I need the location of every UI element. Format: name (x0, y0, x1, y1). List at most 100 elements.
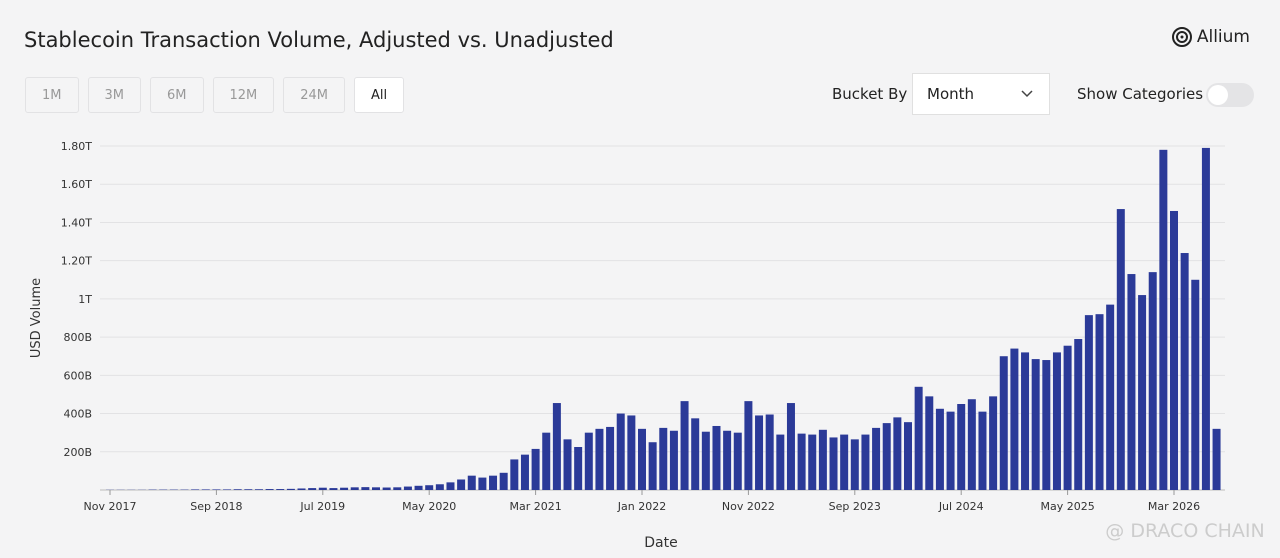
y-tick-label: 200B (63, 446, 92, 459)
bar (925, 396, 934, 490)
range-button[interactable]: 12M (212, 77, 275, 113)
bar (276, 489, 285, 490)
logo (1171, 27, 1192, 47)
toggle[interactable] (1206, 83, 1254, 107)
bar (414, 485, 423, 490)
bar (904, 422, 912, 490)
bar (850, 439, 859, 490)
x-tick-label: May 2020 (402, 500, 456, 513)
range-button[interactable]: 3M (87, 77, 141, 113)
bar (457, 479, 466, 490)
bar (510, 459, 519, 490)
y-axis-title: USD Volume (29, 278, 44, 358)
bar (350, 487, 359, 490)
y-tick-label: 1T (78, 293, 92, 306)
bar (967, 399, 976, 490)
bar (680, 401, 689, 490)
bar (723, 430, 732, 490)
title: Stablecoin Transaction Volume, Adjusted … (24, 28, 614, 52)
y-tick-label: 1.40T (61, 216, 92, 229)
bar (1148, 272, 1157, 490)
bar (1170, 210, 1178, 490)
bar (1021, 352, 1030, 490)
bar (755, 415, 764, 490)
bar (425, 485, 434, 490)
y-tick-label: 600B (63, 369, 92, 382)
bar (595, 428, 604, 490)
x-tick-label: Nov 2022 (722, 500, 775, 513)
bar (329, 488, 338, 490)
bar (1201, 147, 1210, 490)
bar (435, 484, 444, 490)
range-button[interactable]: 24M (283, 77, 346, 113)
bar (616, 413, 625, 490)
x-tick-label: Jul 2019 (299, 500, 345, 513)
x-axis-title: Date (644, 535, 677, 551)
bar (212, 489, 221, 490)
bar (382, 487, 391, 490)
bar (786, 403, 795, 490)
bar (733, 432, 742, 490)
bar (840, 434, 849, 490)
bar (1127, 274, 1136, 490)
bar (563, 439, 572, 490)
bar (1138, 295, 1147, 490)
bar (627, 415, 636, 490)
brand-name: Allium (1196, 27, 1250, 47)
bar (818, 429, 827, 490)
range-button[interactable]: 6M (150, 77, 204, 113)
bar (648, 442, 657, 490)
bar (701, 431, 710, 490)
range-buttons: 1M 3M 6M 12M 24M All (25, 77, 405, 113)
bar (552, 403, 561, 490)
bar (914, 386, 923, 490)
bar (574, 447, 583, 490)
bar (946, 411, 955, 490)
bar (1095, 314, 1104, 490)
bar (606, 426, 615, 490)
bar (542, 432, 551, 490)
bar (372, 487, 380, 490)
bar (446, 482, 455, 490)
bar (638, 428, 646, 490)
bar (233, 489, 242, 490)
bar (1106, 304, 1115, 490)
bar (201, 489, 210, 490)
chevron (1021, 90, 1033, 98)
brand: Allium (1171, 26, 1250, 48)
bar (308, 488, 317, 490)
bucket-dropdown[interactable]: Month (912, 73, 1050, 115)
bar (340, 487, 349, 490)
bar (935, 408, 944, 490)
bar (403, 486, 412, 490)
bar (1031, 359, 1040, 490)
bar (191, 489, 200, 490)
bar (1010, 348, 1019, 490)
range-button[interactable]: All (354, 77, 405, 113)
bar (957, 404, 966, 490)
bar (829, 437, 838, 490)
bar (872, 427, 881, 490)
bar (861, 434, 870, 490)
bar (1074, 339, 1083, 490)
x-tick-label: Mar 2021 (509, 500, 561, 513)
bar (882, 423, 891, 490)
bar (520, 454, 529, 490)
bucket-value: Month (927, 85, 975, 103)
y-tick-label: 800B (63, 331, 92, 344)
bar (393, 487, 402, 490)
bar (765, 414, 774, 490)
bar (584, 432, 593, 490)
bar (489, 475, 498, 490)
bar (318, 487, 327, 490)
bar (712, 425, 721, 490)
x-tick-label: Nov 2017 (84, 500, 137, 513)
bar (1116, 209, 1125, 491)
bar (1052, 352, 1061, 490)
bar (1063, 345, 1072, 490)
bar (808, 434, 817, 490)
bar (744, 401, 753, 490)
range-button[interactable]: 1M (25, 77, 79, 113)
bar (797, 433, 806, 490)
